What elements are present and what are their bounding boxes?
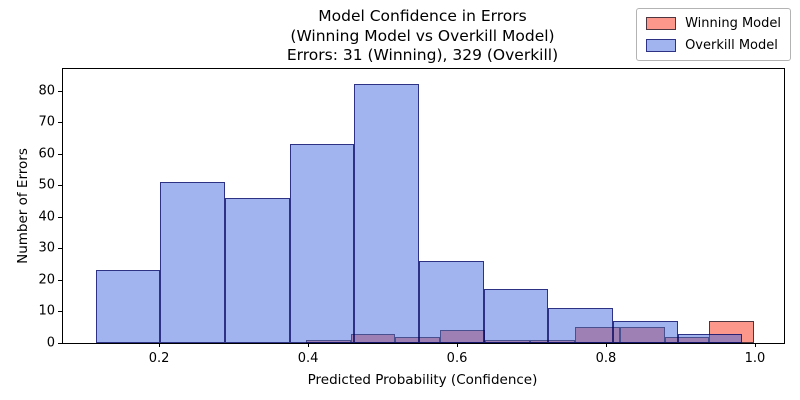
legend-item-winning-model: Winning Model	[646, 16, 781, 31]
histogram-bar-overkill-model	[548, 308, 613, 343]
histogram-bar-overkill-model	[612, 320, 678, 343]
legend-label: Winning Model	[685, 16, 781, 31]
histogram-bar-overkill-model	[677, 333, 743, 343]
y-tick-mark	[58, 216, 62, 218]
x-tick-label: 0.8	[595, 351, 617, 366]
histogram-bar-overkill-model	[354, 84, 420, 343]
y-tick-mark	[58, 122, 62, 124]
y-tick-label: 30	[38, 240, 55, 256]
x-tick-mark	[754, 343, 756, 347]
y-tick-label: 20	[38, 272, 55, 288]
x-tick-label: 0.4	[297, 351, 319, 366]
legend-label: Overkill Model	[685, 38, 778, 53]
histogram-bar-overkill-model	[95, 270, 161, 343]
y-tick-label: 70	[38, 114, 55, 130]
histogram-bar-overkill-model	[225, 197, 290, 343]
y-tick-mark	[58, 185, 62, 187]
y-axis-label: Number of Errors	[15, 148, 31, 264]
y-tick-label: 10	[38, 303, 55, 319]
x-axis-label: Predicted Probability (Confidence)	[307, 372, 538, 388]
histogram-bar-overkill-model	[419, 261, 484, 343]
y-tick-label: 60	[38, 146, 55, 162]
legend-swatch-winning-model	[646, 17, 677, 30]
x-tick-mark	[159, 343, 161, 347]
y-tick-mark	[58, 90, 62, 92]
histogram-bar-overkill-model	[160, 182, 226, 343]
x-tick-label: 1.0	[744, 351, 766, 366]
x-tick-label: 0.6	[446, 351, 468, 366]
y-tick-label: 80	[38, 83, 55, 99]
plot-area: 0.2 0.4 0.6 0.8 1.0 0 10 20 30 40 50 60 70 80	[38, 68, 785, 366]
chart-title-line1: Model Confidence in Errors	[318, 7, 527, 25]
x-tick-mark	[308, 343, 310, 347]
legend-swatch-overkill-model	[646, 39, 677, 52]
y-tick-label: 0	[46, 335, 55, 351]
x-tick-label: 0.2	[148, 351, 170, 366]
y-tick-label: 50	[38, 177, 55, 193]
y-tick-label: 40	[38, 209, 55, 225]
y-tick-mark	[58, 343, 62, 344]
chart-title-line2: (Winning Model vs Overkill Model)	[290, 26, 555, 45]
x-tick-mark	[605, 343, 607, 347]
y-tick-mark	[58, 153, 62, 155]
chart-title-line3: Errors: 31 (Winning), 329 (Overkill)	[286, 46, 559, 64]
y-tick-mark	[58, 248, 62, 250]
legend-item-overkill-model: Overkill Model	[646, 38, 781, 53]
y-tick-mark	[58, 279, 62, 281]
histogram-bar-overkill-model	[483, 289, 549, 343]
histogram-bar-overkill-model	[289, 144, 355, 343]
legend: Winning Model Overkill Model	[636, 8, 791, 61]
x-tick-mark	[457, 343, 459, 347]
chart-title: Model Confidence in Errors (Winning Mode…	[62, 7, 783, 66]
y-tick-mark	[58, 311, 62, 313]
